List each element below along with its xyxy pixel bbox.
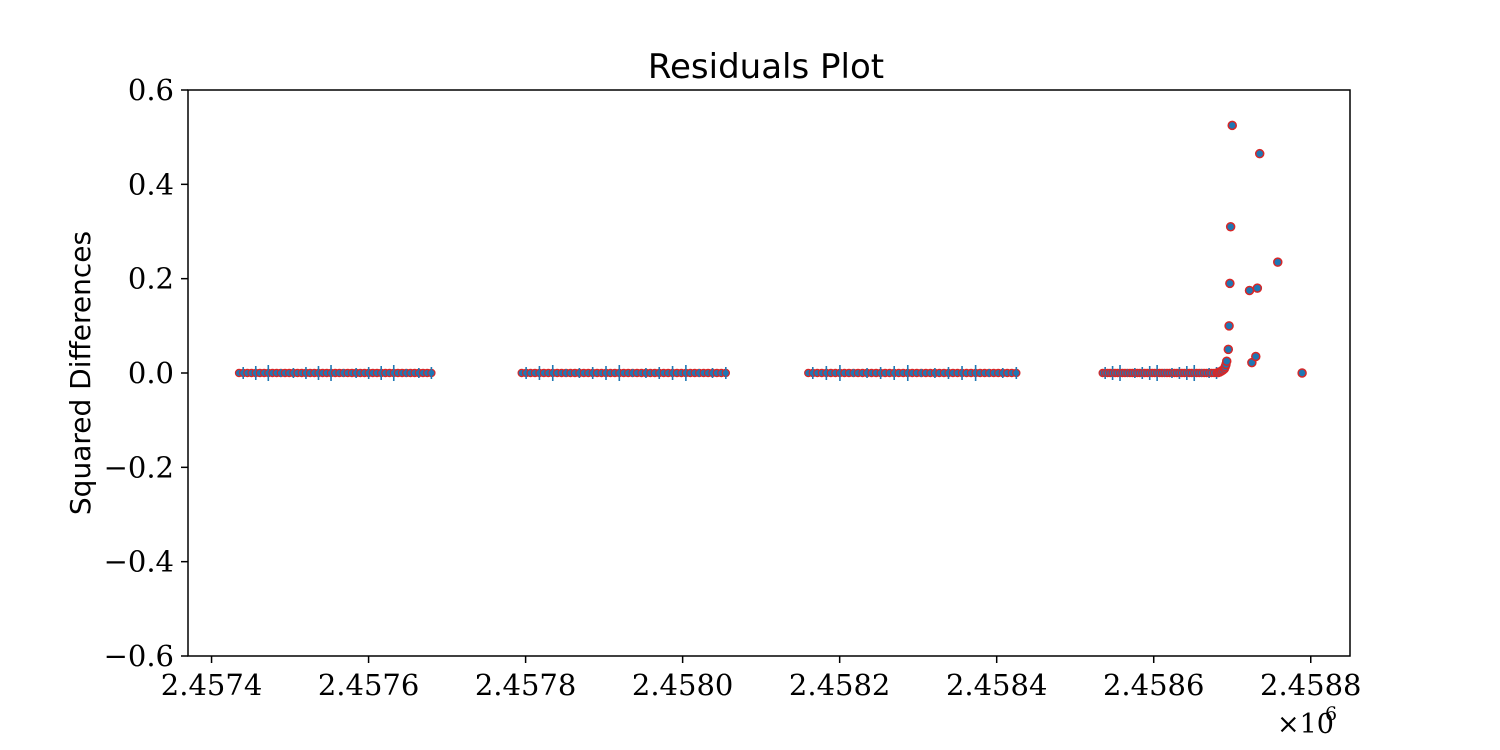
- y-tick-label: 0.0: [128, 356, 174, 390]
- x-axis-offset: ×10 6: [1277, 703, 1337, 740]
- data-point: [1251, 351, 1261, 362]
- y-axis-ticks: −0.6 −0.4 −0.2 0.0 0.2 0.4 0.6: [104, 73, 188, 673]
- data-point: [1297, 368, 1307, 378]
- residual-cluster: [804, 365, 1021, 381]
- residual-cluster: [517, 365, 731, 381]
- x-axis-offset-label: ×10: [1277, 709, 1334, 740]
- y-axis-label: Squared Differences: [64, 231, 97, 515]
- y-tick-label: 0.2: [128, 262, 174, 296]
- y-tick-label: 0.4: [128, 167, 174, 201]
- x-axis-offset-exponent: 6: [1325, 703, 1337, 725]
- data-point: [1225, 222, 1236, 232]
- x-tick-label: 2.4580: [632, 668, 733, 702]
- data-point: [1244, 285, 1255, 296]
- x-tick-label: 2.4574: [161, 668, 262, 702]
- x-tick-label: 2.4582: [789, 668, 890, 702]
- x-tick-label: 2.4588: [1260, 668, 1361, 702]
- data-point: [1225, 278, 1235, 289]
- y-tick-label: −0.6: [104, 639, 174, 673]
- chart-title: Residuals Plot: [648, 47, 884, 87]
- data-points: [234, 120, 1307, 381]
- y-tick-label: −0.2: [104, 450, 174, 484]
- x-tick-label: 2.4584: [946, 668, 1047, 702]
- data-point: [1254, 148, 1265, 159]
- data-point: [1252, 283, 1263, 293]
- data-point: [1273, 257, 1283, 267]
- x-tick-label: 2.4586: [1103, 668, 1204, 702]
- data-point: [1223, 344, 1234, 355]
- data-point: [1227, 120, 1237, 131]
- x-tick-label: 2.4578: [475, 668, 576, 702]
- y-tick-label: 0.6: [128, 73, 174, 107]
- residual-cluster: [1098, 365, 1221, 381]
- y-tick-label: −0.4: [104, 545, 174, 579]
- x-axis-ticks: 2.4574 2.4576 2.4578 2.4580 2.4582 2.4584 2.45…: [161, 656, 1361, 702]
- data-point: [1221, 356, 1232, 366]
- data-point: [1224, 321, 1234, 331]
- residual-cluster: [234, 365, 436, 381]
- x-tick-label: 2.4576: [318, 668, 419, 702]
